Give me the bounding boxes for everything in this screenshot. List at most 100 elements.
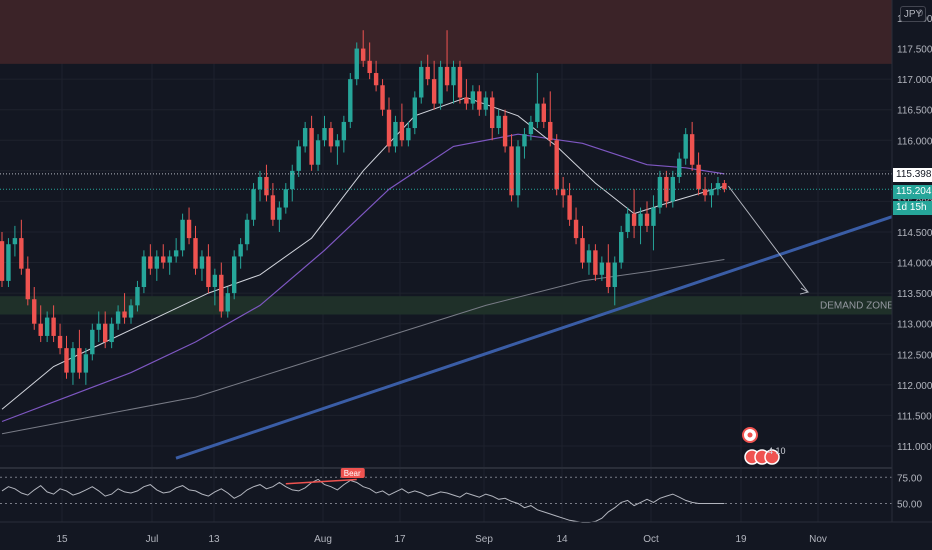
candle-body [438,66,443,104]
price-tick-label: 116.000 [897,136,932,147]
bear-label: Bear [344,469,361,478]
candle-body [257,176,263,190]
price-tick-label: 113.000 [897,320,932,331]
candle [644,201,650,232]
candle-body [541,103,546,122]
candle [122,293,127,324]
time-tick-label: Aug [314,534,332,545]
candle-body [515,146,521,196]
candle [535,73,540,129]
candle [677,152,682,184]
candle-body [477,91,482,110]
grid-lines [0,0,892,522]
candle [709,183,714,208]
candle [32,287,37,330]
candle [406,121,411,147]
candle [270,183,276,226]
candle-body [335,140,340,147]
candle-body [109,323,114,343]
candle-body [154,256,159,269]
candle-body [373,73,379,86]
candle-body [354,48,359,80]
candle-body [393,121,398,147]
candle [683,128,688,165]
candle-body [309,128,314,165]
candle-body [44,317,50,336]
candle [232,250,237,300]
candle [367,42,372,80]
last-price-tag: 115.398 [893,168,932,182]
time-tick-label: 14 [556,534,568,545]
candle-body [619,231,624,263]
candle [573,207,579,245]
candle-body [412,97,417,129]
candle [167,250,172,275]
candle [386,97,392,153]
candle [438,60,443,110]
candle [115,305,121,330]
candle [502,109,508,153]
candle-body [696,164,701,190]
candle [606,244,611,294]
candle [554,134,559,196]
candle-body [451,66,456,86]
candle-body [399,121,405,141]
candle-body [173,250,179,257]
candle-body [709,189,714,196]
candle [206,244,211,294]
candle-body [599,262,605,275]
candle-body [57,335,63,349]
currency-badge[interactable]: JPY [900,6,926,22]
candle [96,311,101,343]
candle [277,201,282,232]
candle-body [431,79,437,104]
candle [302,121,308,153]
candle-body [90,329,95,355]
trendline[interactable] [175,215,893,460]
candle-body [548,121,553,141]
candle [560,176,566,208]
candle [444,30,450,92]
candle [580,225,585,269]
candle [689,121,695,171]
candle-body [419,66,424,98]
signal-bubbles[interactable]: 4 10 [742,427,786,465]
candle [593,244,598,281]
time-tick-label: Jul [146,534,159,545]
candle [657,170,663,214]
candle [515,140,521,208]
candle [419,60,424,104]
rsi-pane: Bear [0,468,892,523]
price-tick-label: 111.000 [897,442,932,453]
candle-body [560,189,566,196]
time-tick-label: 13 [208,534,220,545]
candle [464,79,469,110]
candle [483,91,488,116]
candle [328,121,334,153]
projection-arrow[interactable] [728,185,810,295]
candle-body [593,250,598,275]
time-tick-label: Nov [809,534,827,545]
candle [296,140,301,177]
candle-body [232,256,237,294]
candle-body [470,91,476,104]
candle-body [367,60,372,74]
candle [109,317,114,349]
candle-body [141,256,147,288]
price-axis-bg [892,0,932,550]
candle-body [135,287,140,306]
candle [496,109,501,135]
time-axis[interactable]: 15 Jul 13 Aug 17 Sep 14 Oct 19 Nov [0,521,932,545]
demand-zone [0,296,892,315]
candle-body [689,134,695,165]
candle-body [70,348,76,373]
price-tick-label: 117.000 [897,75,932,86]
candle-body [444,66,450,86]
candle [244,213,250,251]
current-price-tag: 115.204 [893,185,932,199]
candle-body [115,311,121,324]
price-axis[interactable]: 118.000117.500117.000116.500116.000115.5… [891,0,932,550]
rsi-line [1,478,725,523]
candle [341,115,347,153]
